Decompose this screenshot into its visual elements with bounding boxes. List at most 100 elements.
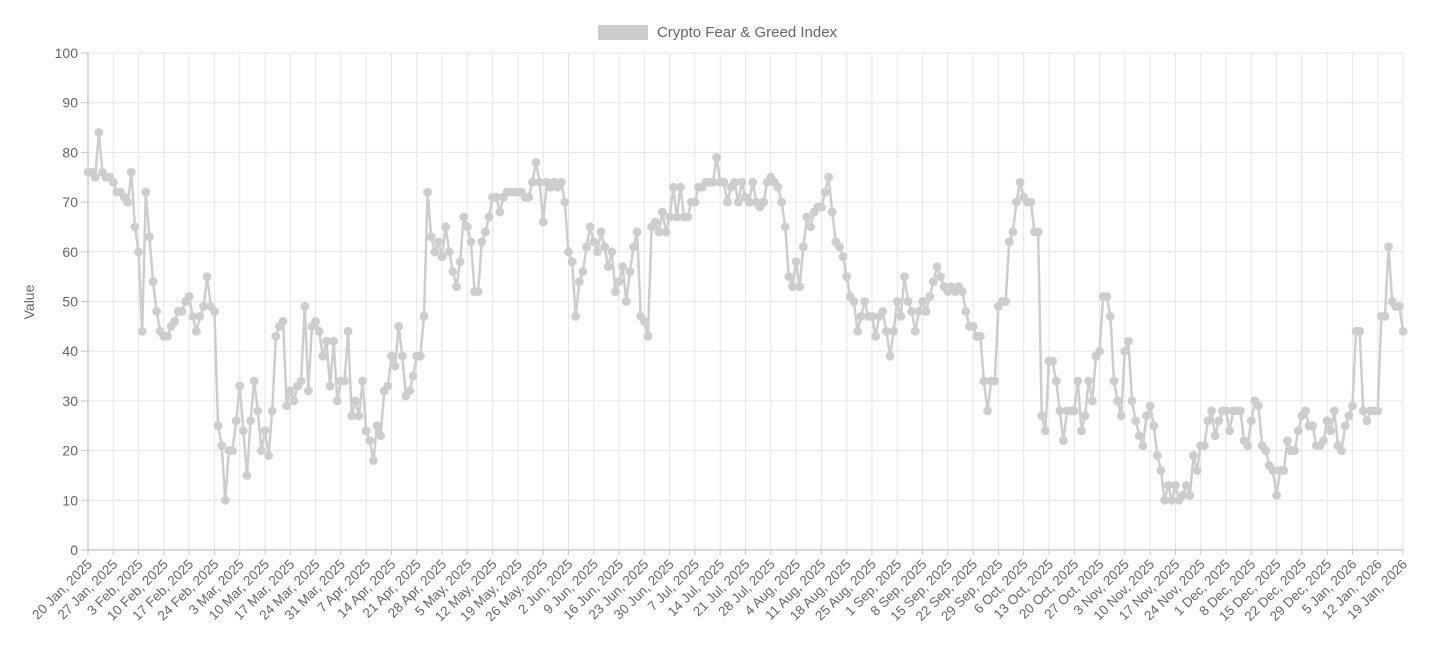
data-point[interactable]: [900, 272, 909, 282]
data-point[interactable]: [1124, 336, 1133, 346]
data-point[interactable]: [835, 242, 844, 252]
data-point[interactable]: [1384, 242, 1393, 252]
data-point[interactable]: [1319, 436, 1328, 446]
data-point[interactable]: [195, 312, 205, 321]
data-point[interactable]: [419, 312, 429, 321]
data-point[interactable]: [361, 426, 371, 436]
data-point[interactable]: [571, 312, 581, 321]
data-point[interactable]: [1373, 406, 1383, 416]
data-point[interactable]: [1348, 401, 1357, 411]
data-point[interactable]: [1340, 421, 1350, 431]
data-point[interactable]: [300, 302, 310, 311]
data-point[interactable]: [842, 272, 852, 282]
data-point[interactable]: [1084, 376, 1094, 386]
data-point[interactable]: [527, 177, 537, 187]
data-point[interactable]: [191, 326, 201, 336]
data-point[interactable]: [437, 252, 447, 262]
data-point[interactable]: [408, 371, 418, 381]
data-point[interactable]: [126, 167, 136, 177]
data-point[interactable]: [235, 381, 245, 391]
data-point[interactable]: [423, 187, 432, 197]
data-point[interactable]: [134, 247, 143, 257]
data-point[interactable]: [574, 277, 584, 287]
data-point[interactable]: [1131, 416, 1141, 426]
data-point[interactable]: [639, 316, 649, 326]
data-point[interactable]: [1279, 466, 1289, 475]
data-point[interactable]: [849, 297, 859, 306]
data-point[interactable]: [238, 426, 248, 436]
data-point[interactable]: [260, 426, 270, 436]
data-point[interactable]: [1322, 416, 1332, 426]
data-point[interactable]: [614, 277, 624, 287]
data-point[interactable]: [1185, 490, 1195, 500]
data-point[interactable]: [1207, 406, 1216, 416]
data-point[interactable]: [199, 302, 209, 311]
data-point[interactable]: [925, 292, 935, 301]
data-point[interactable]: [665, 212, 675, 222]
data-point[interactable]: [303, 386, 313, 396]
data-point[interactable]: [538, 217, 548, 227]
data-point[interactable]: [625, 267, 635, 277]
data-point[interactable]: [426, 232, 436, 242]
data-point[interactable]: [932, 262, 942, 272]
data-point[interactable]: [661, 227, 671, 237]
data-point[interactable]: [867, 312, 877, 321]
data-point[interactable]: [592, 247, 602, 257]
data-point[interactable]: [621, 297, 631, 306]
data-point[interactable]: [220, 495, 230, 505]
data-point[interactable]: [795, 282, 805, 291]
data-point[interactable]: [896, 312, 906, 321]
data-point[interactable]: [484, 212, 494, 222]
data-point[interactable]: [318, 351, 328, 361]
data-point[interactable]: [372, 421, 382, 431]
data-point[interactable]: [170, 316, 180, 326]
data-point[interactable]: [1095, 346, 1104, 356]
data-point[interactable]: [582, 242, 591, 252]
data-point[interactable]: [137, 326, 147, 336]
data-point[interactable]: [1163, 480, 1173, 490]
data-point[interactable]: [477, 237, 487, 247]
data-point[interactable]: [253, 406, 263, 416]
data-point[interactable]: [1355, 326, 1365, 336]
data-point[interactable]: [589, 237, 599, 247]
data-point[interactable]: [184, 292, 194, 301]
data-point[interactable]: [365, 436, 375, 446]
data-point[interactable]: [1087, 396, 1097, 406]
data-point[interactable]: [1189, 451, 1198, 460]
data-point[interactable]: [676, 182, 685, 192]
data-point[interactable]: [806, 222, 815, 232]
data-point[interactable]: [1145, 401, 1155, 411]
data-point[interactable]: [1293, 426, 1303, 436]
data-point[interactable]: [1326, 426, 1336, 436]
data-point[interactable]: [1073, 376, 1083, 386]
data-point[interactable]: [918, 297, 927, 306]
data-point[interactable]: [430, 247, 440, 257]
data-point[interactable]: [618, 262, 628, 272]
data-point[interactable]: [632, 227, 642, 237]
data-point[interactable]: [452, 282, 461, 291]
data-point[interactable]: [1199, 441, 1209, 451]
data-point[interactable]: [1236, 406, 1245, 416]
data-point[interactable]: [871, 331, 880, 341]
data-point[interactable]: [434, 237, 443, 247]
data-point[interactable]: [1394, 302, 1404, 311]
data-point[interactable]: [748, 177, 758, 187]
data-point[interactable]: [910, 326, 920, 336]
data-point[interactable]: [148, 277, 158, 287]
data-point[interactable]: [1246, 416, 1256, 426]
data-point[interactable]: [369, 456, 378, 465]
data-point[interactable]: [531, 157, 541, 167]
data-point[interactable]: [535, 177, 544, 187]
data-point[interactable]: [1015, 177, 1025, 187]
data-point[interactable]: [928, 277, 938, 287]
data-point[interactable]: [314, 326, 324, 336]
data-point[interactable]: [585, 222, 595, 232]
data-point[interactable]: [629, 242, 638, 252]
data-point[interactable]: [387, 351, 396, 361]
data-point[interactable]: [296, 376, 306, 386]
data-point[interactable]: [108, 177, 118, 187]
data-point[interactable]: [152, 307, 162, 316]
data-point[interactable]: [1113, 396, 1122, 406]
data-point[interactable]: [1261, 446, 1271, 455]
data-point[interactable]: [1221, 406, 1231, 416]
